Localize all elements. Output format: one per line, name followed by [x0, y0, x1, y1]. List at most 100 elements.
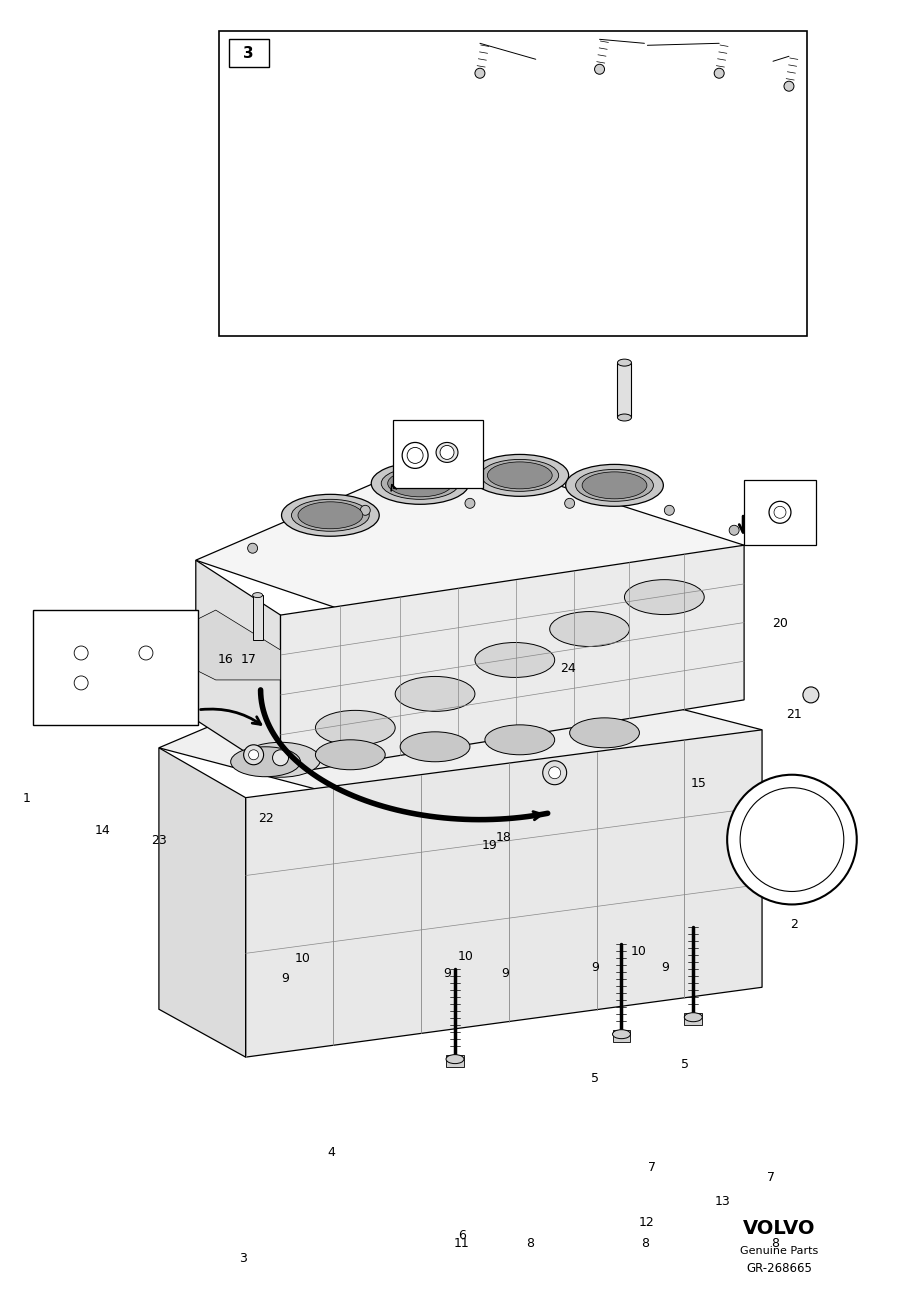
Ellipse shape: [565, 465, 663, 507]
Circle shape: [361, 505, 371, 516]
Circle shape: [774, 507, 786, 518]
Circle shape: [803, 687, 819, 703]
Text: 10: 10: [631, 944, 647, 959]
Circle shape: [74, 646, 88, 660]
Ellipse shape: [550, 612, 630, 647]
Bar: [412, 239, 428, 269]
Bar: [618, 362, 631, 417]
Ellipse shape: [575, 469, 653, 501]
Text: 15: 15: [690, 777, 707, 790]
Ellipse shape: [388, 470, 452, 496]
Ellipse shape: [572, 235, 588, 243]
Text: 3: 3: [238, 1252, 246, 1265]
Text: 17: 17: [241, 653, 256, 666]
Circle shape: [438, 112, 463, 136]
Circle shape: [247, 543, 257, 553]
Circle shape: [697, 136, 722, 162]
Text: 22: 22: [258, 812, 274, 825]
Bar: [572, 239, 588, 269]
Bar: [133, 618, 155, 656]
Ellipse shape: [618, 359, 631, 366]
Bar: [691, 239, 708, 269]
Circle shape: [420, 99, 429, 107]
Polygon shape: [412, 99, 488, 149]
Text: 21: 21: [786, 708, 803, 721]
Text: 5: 5: [681, 1057, 689, 1070]
Text: 9: 9: [444, 966, 451, 979]
Ellipse shape: [253, 592, 263, 598]
Text: 8: 8: [641, 1237, 650, 1250]
Text: 9: 9: [661, 960, 670, 973]
Circle shape: [611, 109, 619, 117]
Polygon shape: [671, 123, 747, 174]
Ellipse shape: [460, 235, 476, 243]
Ellipse shape: [133, 613, 155, 624]
Polygon shape: [246, 730, 762, 1057]
Text: 6: 6: [458, 1229, 466, 1242]
Polygon shape: [267, 129, 343, 179]
Ellipse shape: [481, 460, 559, 491]
Ellipse shape: [282, 495, 380, 536]
Circle shape: [728, 774, 857, 904]
Ellipse shape: [381, 468, 459, 499]
Ellipse shape: [612, 1030, 631, 1039]
Circle shape: [543, 761, 566, 785]
Bar: [303, 236, 318, 266]
Ellipse shape: [303, 233, 318, 240]
Polygon shape: [196, 560, 281, 774]
Circle shape: [784, 82, 794, 91]
Ellipse shape: [298, 501, 362, 529]
Circle shape: [139, 646, 153, 660]
Ellipse shape: [487, 462, 552, 488]
Circle shape: [577, 121, 602, 147]
Polygon shape: [62, 638, 171, 698]
Circle shape: [471, 99, 479, 107]
Bar: [612, 1030, 631, 1042]
Bar: [34, 611, 198, 725]
Text: 23: 23: [151, 834, 168, 847]
Text: 7: 7: [648, 1161, 656, 1174]
Text: 3: 3: [244, 45, 254, 61]
Text: 14: 14: [94, 825, 111, 838]
Text: 4: 4: [327, 1146, 335, 1159]
Polygon shape: [196, 451, 744, 660]
Circle shape: [729, 525, 739, 535]
Circle shape: [564, 499, 574, 508]
Circle shape: [769, 501, 791, 523]
Ellipse shape: [371, 462, 469, 504]
Circle shape: [465, 499, 475, 508]
Text: 13: 13: [714, 1195, 730, 1208]
Polygon shape: [159, 748, 246, 1057]
Text: 16: 16: [217, 653, 233, 666]
Circle shape: [248, 750, 258, 760]
Text: 11: 11: [454, 1237, 470, 1250]
Bar: [744, 481, 816, 546]
Text: 9: 9: [501, 966, 509, 979]
Circle shape: [294, 132, 317, 156]
Ellipse shape: [283, 233, 298, 240]
Ellipse shape: [552, 235, 568, 243]
Ellipse shape: [661, 235, 678, 243]
Ellipse shape: [437, 235, 453, 243]
Text: 19: 19: [481, 839, 497, 852]
Bar: [460, 239, 476, 269]
Text: 8: 8: [771, 1237, 779, 1250]
Bar: [283, 236, 298, 266]
Circle shape: [680, 123, 688, 132]
Circle shape: [475, 69, 485, 78]
Circle shape: [244, 744, 264, 765]
Bar: [552, 239, 568, 269]
Ellipse shape: [446, 1055, 464, 1064]
Text: 20: 20: [772, 617, 788, 630]
Circle shape: [402, 443, 428, 469]
Circle shape: [293, 142, 318, 166]
Ellipse shape: [395, 677, 475, 712]
Ellipse shape: [475, 643, 554, 678]
Text: 10: 10: [458, 950, 474, 963]
Bar: [253, 595, 263, 640]
Text: 7: 7: [767, 1170, 775, 1183]
Ellipse shape: [292, 499, 370, 531]
Ellipse shape: [400, 731, 470, 761]
Ellipse shape: [618, 414, 631, 421]
Circle shape: [273, 750, 288, 765]
